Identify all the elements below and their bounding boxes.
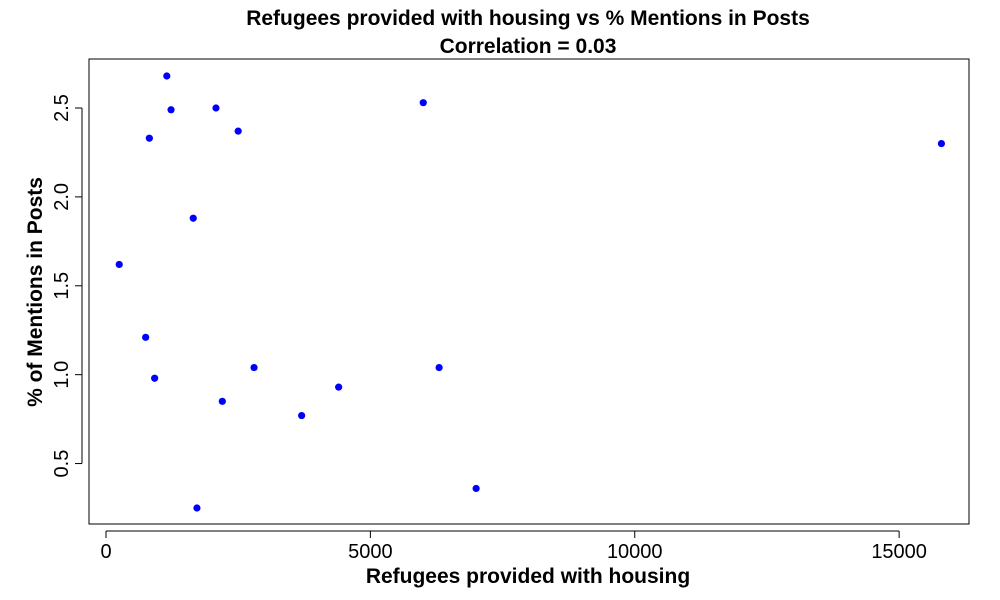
data-point [163,72,171,80]
data-point [419,99,427,107]
data-point [234,127,242,135]
x-axis: 0 5000 10000 15000 [100,530,927,563]
y-tick-label: 1.0 [51,361,73,389]
data-point [115,260,123,269]
data-point [298,411,306,420]
y-axis: 0.5 1.0 1.5 2.0 2.5 [51,94,83,478]
data-point [435,363,443,372]
data-point [212,104,220,112]
x-tick-label: 0 [100,541,111,563]
data-point [167,106,175,114]
data-point [193,504,201,512]
data-point [142,333,150,341]
data-point [151,374,159,382]
x-tick-label: 10000 [607,541,663,563]
data-point [472,484,480,493]
x-tick-label: 15000 [871,541,927,563]
data-point [937,139,946,148]
data-points [115,72,946,512]
x-tick-label: 5000 [348,541,393,563]
y-tick-label: 1.5 [51,272,73,300]
data-point [145,134,153,142]
data-point [335,383,343,391]
x-axis-title: Refugees provided with housing [366,565,690,588]
data-point [189,214,197,222]
plot-frame [88,58,970,525]
y-tick-label: 2.0 [51,183,73,211]
y-tick-label: 0.5 [51,450,73,478]
chart-subtitle: Correlation = 0.03 [440,35,617,58]
y-axis-title: % of Mentions in Posts [24,177,47,407]
y-tick-label: 2.5 [51,94,73,122]
chart-title: Refugees provided with housing vs % Ment… [246,7,810,30]
data-point [250,363,258,372]
data-point [218,397,226,405]
